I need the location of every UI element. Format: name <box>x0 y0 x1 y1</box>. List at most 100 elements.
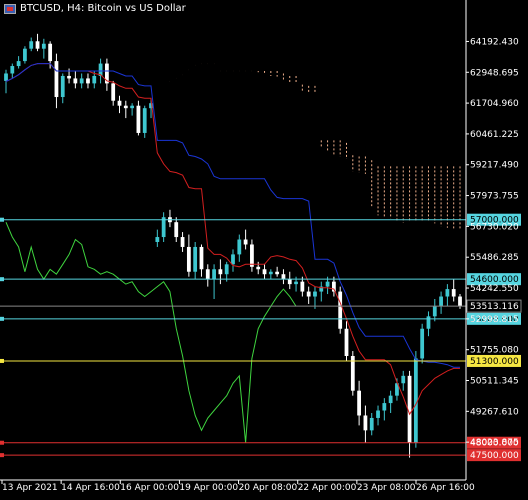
x-tick-label: 23 Apr 08:00 <box>357 483 416 493</box>
candle-body <box>287 279 292 285</box>
y-tick-label: 55486.285 <box>470 253 519 263</box>
candle-body <box>439 296 443 307</box>
x-tick-label: 16 Apr 00:00 <box>120 483 179 493</box>
y-tick-label: 54242.550 <box>470 284 519 294</box>
x-tick-label: 19 Apr 00:00 <box>179 483 238 493</box>
candle-body <box>23 48 27 62</box>
level-handle <box>0 277 4 282</box>
candle-body <box>104 63 109 84</box>
candle-body <box>123 105 128 109</box>
level-handle <box>0 316 4 321</box>
y-tick-label: 59217.490 <box>470 161 519 171</box>
candle-body <box>193 246 198 272</box>
current-price-box <box>466 299 522 313</box>
level-price-box <box>467 273 521 286</box>
y-tick-label: 60461.225 <box>470 130 519 140</box>
y-tick-label: 52998.815 <box>470 315 519 325</box>
candle-body <box>300 281 305 292</box>
candle-body <box>161 217 166 238</box>
x-tick-label: 13 Apr 2021 <box>2 483 58 493</box>
candle-body <box>432 306 437 317</box>
candle-body <box>218 269 223 275</box>
candle-body <box>413 358 418 443</box>
level-handle <box>0 453 4 458</box>
current-price-label: 53513.116 <box>470 302 519 312</box>
candle-body <box>407 375 412 443</box>
candle-body <box>237 239 242 255</box>
y-tick-label: 49267.610 <box>470 407 519 417</box>
candle-body <box>426 316 431 329</box>
candle-body <box>313 291 317 297</box>
candle-body <box>420 328 425 359</box>
candle-body <box>231 254 235 265</box>
level-price-box <box>467 354 521 367</box>
candle-body <box>79 78 84 84</box>
candle-body <box>111 83 116 101</box>
candle-body <box>142 108 147 133</box>
chikou-line <box>5 222 297 443</box>
candle-body <box>16 61 21 67</box>
x-tick-label: 14 Apr 16:00 <box>61 483 120 493</box>
level-price-box <box>467 436 521 449</box>
level-price-box <box>467 312 521 325</box>
candle-body <box>401 375 406 384</box>
candle-body <box>86 78 90 84</box>
y-tick-label: 64192.430 <box>470 37 519 47</box>
y-tick-label: 61704.960 <box>470 99 519 109</box>
x-tick-label: 20 Apr 08:00 <box>239 483 298 493</box>
level-price-label: 57000.000 <box>470 216 519 226</box>
candle-body <box>67 75 71 79</box>
level-price-label: 51300.000 <box>470 357 519 367</box>
candle-body <box>350 356 355 391</box>
y-tick-label: 57973.755 <box>470 192 519 202</box>
candle-body <box>29 41 34 49</box>
candle-body <box>294 281 298 285</box>
candle-body <box>363 415 368 431</box>
tenkan-line <box>5 63 460 416</box>
candle-body <box>199 246 204 270</box>
candle-body <box>319 286 324 292</box>
candle-body <box>73 78 78 84</box>
candle-body <box>205 269 210 280</box>
candle-body <box>243 239 248 245</box>
candle-body <box>224 264 229 275</box>
candle-body <box>10 66 15 74</box>
candle-body <box>212 269 216 280</box>
level-price-label: 53000.000 <box>470 315 519 325</box>
candle-body <box>451 289 456 297</box>
candle-body <box>186 246 191 272</box>
candle-body <box>445 289 450 297</box>
candle-body <box>275 271 280 275</box>
candle-body <box>306 291 311 297</box>
candle-body <box>117 100 122 106</box>
candle-body <box>250 244 254 267</box>
level-price-box <box>467 449 521 462</box>
candle-body <box>458 296 462 307</box>
candle-body <box>262 269 267 275</box>
kijun-line <box>5 63 460 368</box>
y-tick-label: 48023.875 <box>470 438 519 448</box>
candle-body <box>92 75 97 84</box>
candle-body <box>35 41 40 49</box>
level-handle <box>0 217 4 222</box>
candle-body <box>338 291 343 329</box>
level-handle <box>0 440 4 445</box>
candle-body <box>98 63 103 76</box>
candle-body <box>325 281 330 287</box>
candle-body <box>180 237 185 247</box>
candle-body <box>357 390 362 416</box>
candle-body <box>4 73 8 81</box>
candle-body <box>369 417 374 431</box>
candle-body <box>376 410 380 418</box>
level-handle <box>0 358 4 363</box>
candle-body <box>331 281 336 292</box>
candle-body <box>395 383 399 396</box>
candle-body <box>136 105 141 133</box>
y-tick-label: 62948.695 <box>470 68 519 78</box>
candle-body <box>48 43 53 62</box>
flag-icon <box>4 4 16 14</box>
level-price-box <box>467 213 521 226</box>
candle-body <box>174 222 179 238</box>
